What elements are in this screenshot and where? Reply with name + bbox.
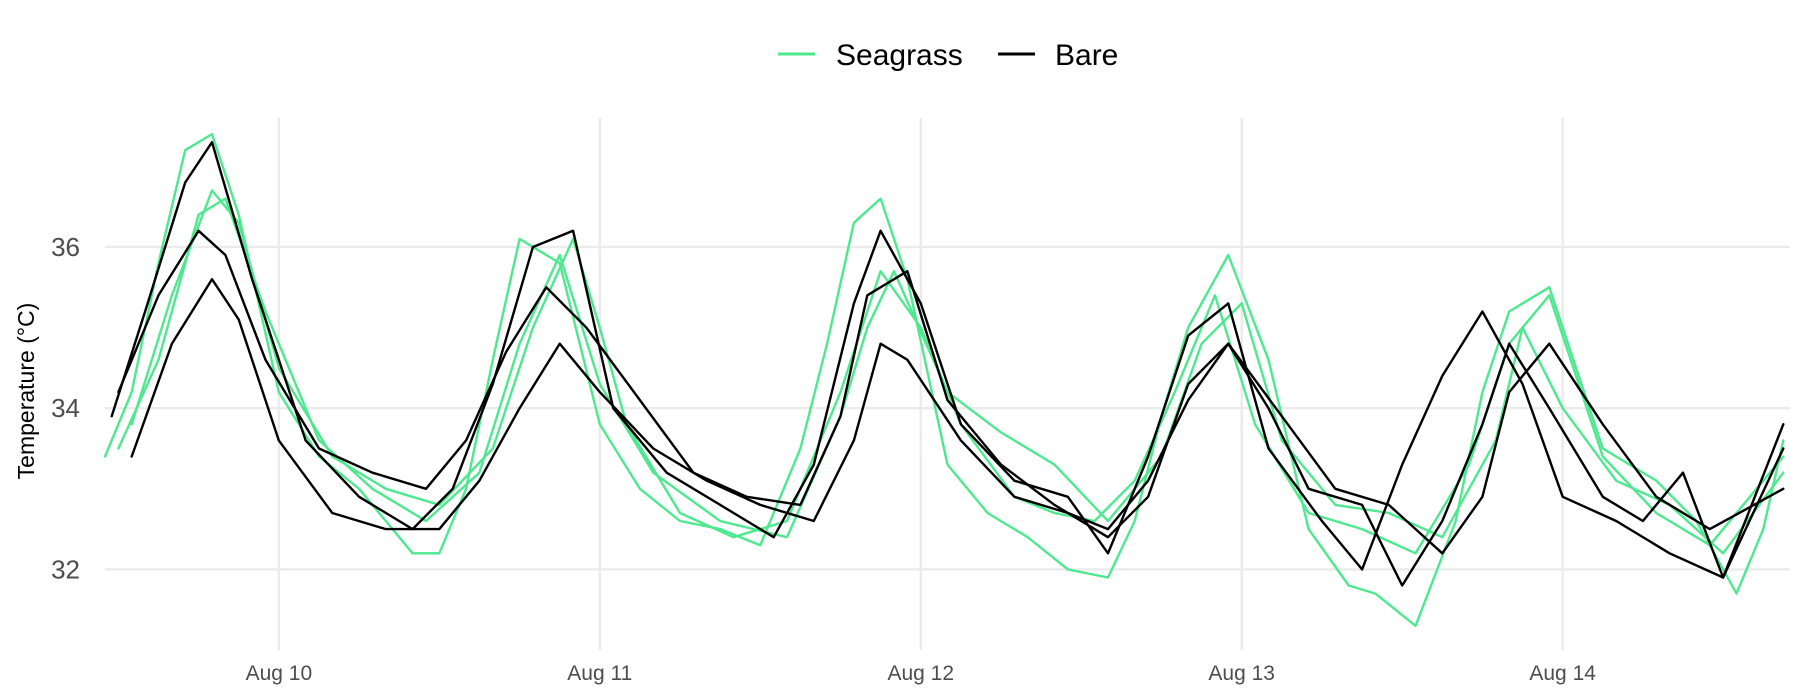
legend: Seagrass Bare [778, 39, 1118, 72]
legend-label-bare: Bare [1055, 39, 1118, 72]
y-axis-title: Temperature (°C) [13, 303, 39, 480]
y-tick-label: 34 [51, 393, 80, 423]
series-line-seagrass-1 [103, 132, 1785, 627]
series-line-bare-5 [117, 229, 1785, 555]
y-axis-ticks: 32 34 36 [51, 232, 80, 584]
x-axis-ticks: Aug 10 Aug 11 Aug 12 Aug 13 Aug 14 [246, 662, 1597, 685]
series-line-seagrass-3 [130, 189, 1785, 555]
x-tick-label: Aug 12 [887, 662, 954, 685]
x-tick-label: Aug 13 [1208, 662, 1275, 685]
legend-label-seagrass: Seagrass [836, 39, 963, 72]
series-line-bare-6 [130, 278, 1785, 587]
x-tick-label: Aug 11 [567, 662, 632, 685]
y-tick-label: 36 [51, 232, 80, 262]
x-tick-label: Aug 14 [1529, 662, 1596, 685]
series-line-seagrass-2 [117, 197, 1785, 555]
series-layer [103, 132, 1785, 627]
x-tick-label: Aug 10 [246, 662, 313, 685]
y-tick-label: 32 [51, 554, 80, 584]
series-line-bare-4 [110, 140, 1785, 579]
